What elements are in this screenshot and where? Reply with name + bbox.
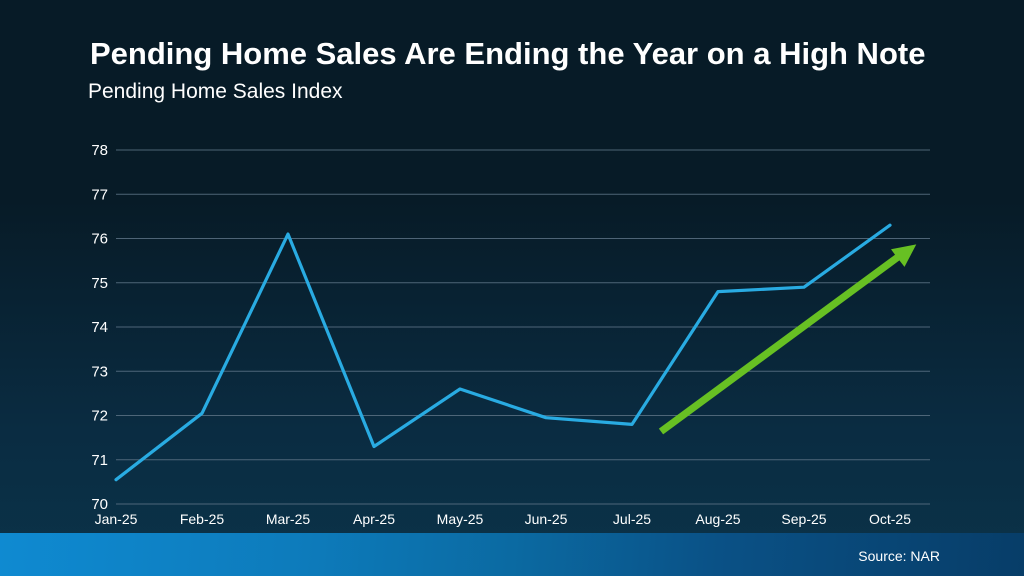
svg-text:72: 72 [91,408,108,425]
svg-text:Mar-25: Mar-25 [266,511,311,527]
svg-text:73: 73 [91,363,108,380]
svg-text:71: 71 [91,452,108,469]
svg-text:May-25: May-25 [437,511,484,527]
svg-text:Feb-25: Feb-25 [180,511,225,527]
svg-text:Sep-25: Sep-25 [781,511,826,527]
svg-text:Jul-25: Jul-25 [613,511,651,527]
svg-text:Aug-25: Aug-25 [695,511,740,527]
svg-text:77: 77 [91,186,108,203]
svg-text:75: 75 [91,275,108,292]
svg-text:Jun-25: Jun-25 [525,511,568,527]
svg-text:Oct-25: Oct-25 [869,511,911,527]
svg-text:Apr-25: Apr-25 [353,511,395,527]
svg-text:Jan-25: Jan-25 [95,511,138,527]
svg-text:78: 78 [91,142,108,159]
svg-text:74: 74 [91,319,108,336]
svg-text:76: 76 [91,231,108,248]
